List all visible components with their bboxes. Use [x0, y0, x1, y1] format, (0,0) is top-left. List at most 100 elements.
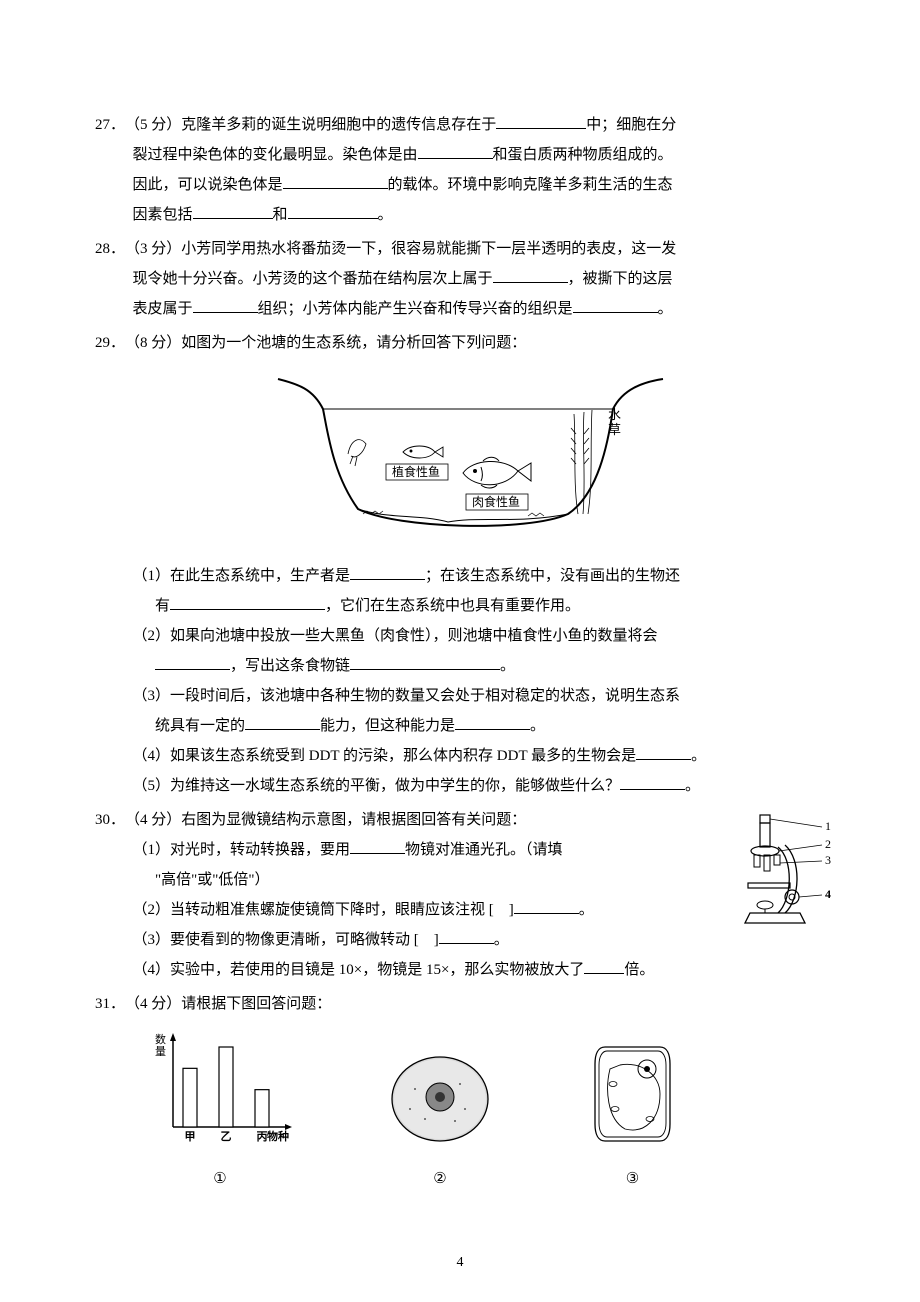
svg-text:数: 数	[155, 1033, 166, 1046]
blank	[455, 714, 530, 730]
exam-page: 27． （5 分）克隆羊多莉的诞生说明细胞中的遗传信息存在于 中；细胞在分 裂过程…	[0, 0, 920, 1302]
q29-p4b: 。	[691, 748, 706, 764]
animal-cell-figure	[385, 1049, 495, 1149]
svg-text:乙: 乙	[221, 1130, 232, 1143]
q30-p2b: 。	[579, 902, 594, 918]
q29-intro: 如图为一个池塘的生态系统，请分析回答下列问题：	[181, 335, 526, 351]
q28-body: （3 分）小芳同学用热水将番茄烫一下，很容易就能撕下一层半透明的表皮，这一发	[125, 234, 840, 264]
svg-text:物种: 物种	[267, 1129, 289, 1143]
page-number: 4	[0, 1249, 920, 1277]
blank	[514, 898, 579, 914]
blank	[283, 173, 388, 189]
q27-l2a: 裂过程中染色体的变化最明显。染色体是由	[133, 147, 418, 163]
q29-p1d: ，它们在生态系统中也具有重要作用。	[325, 598, 580, 614]
blank	[350, 564, 425, 580]
q27-body: （5 分）克隆羊多莉的诞生说明细胞中的遗传信息存在于 中；细胞在分	[125, 110, 840, 140]
q29-p3c: 能力，但这种能力是	[320, 718, 455, 734]
q30-p4a: （4）实验中，若使用的目镜是 10×，物镜是 15×，那么实物被放大了	[133, 962, 585, 978]
blank	[573, 297, 658, 313]
q28-points: （3 分）	[125, 241, 181, 257]
q29-p3a: （3）一段时间后，该池塘中各种生物的数量又会处于相对稳定的状态，说明生态系	[133, 688, 681, 704]
q30-p2a: （2）当转动粗准焦螺旋使镜筒下降时，眼睛应该注视 [ ]	[133, 902, 514, 918]
svg-text:量: 量	[155, 1045, 166, 1058]
q29-p1b: ；在该生态系统中，没有画出的生物还	[425, 568, 680, 584]
q27-l4c: 。	[378, 207, 393, 223]
q29-body: （8 分）如图为一个池塘的生态系统，请分析回答下列问题：	[125, 328, 840, 358]
q30-p1b: 物镜对准通光孔。（请填	[405, 842, 563, 858]
q29-p1c: 有	[155, 598, 170, 614]
pond-label-grass-top: 水	[608, 407, 621, 422]
scope-n2: 2	[825, 837, 831, 851]
pond-meat-fish-label: 肉食性鱼	[472, 494, 520, 509]
label-circ-2: ②	[385, 1164, 495, 1194]
q28-l2b: ，被撕下的这层	[568, 271, 673, 287]
blank	[193, 297, 258, 313]
q31-figures: 数量物种甲乙丙 ① ②	[95, 1029, 840, 1194]
blank	[636, 744, 691, 760]
scope-n1: 1	[825, 819, 831, 833]
q29-p3d: 。	[530, 718, 545, 734]
q30-p1a: （1）对光时，转动转换器，要用	[133, 842, 351, 858]
q27-l2b: 和蛋白质两种物质组成的。	[493, 147, 673, 163]
q28-l3a: 表皮属于	[133, 301, 193, 317]
q27-l3a: 因此，可以说染色体是	[133, 177, 283, 193]
pond-figure: 水 草 植食性鱼	[95, 364, 840, 555]
microscope-figure: 1 2 3 4	[730, 805, 840, 935]
q29-p4a: （4）如果该生态系统受到 DDT 的污染，那么体内积存 DDT 最多的生物会是	[133, 748, 637, 764]
q27-l1a: 克隆羊多莉的诞生说明细胞中的遗传信息存在于	[181, 117, 496, 133]
animal-cell-cell: ②	[385, 1049, 495, 1194]
q28-l1a: 小芳同学用热水将番茄烫一下，很容易就能撕下一层半透明的表皮，这一发	[181, 241, 676, 257]
q30-number: 30．	[95, 805, 125, 835]
label-circ-1: ①	[145, 1164, 295, 1194]
q31-points: （4 分）	[125, 996, 181, 1012]
q27-l4a: 因素包括	[133, 207, 193, 223]
pond-label-grass-bot: 草	[608, 422, 621, 437]
svg-text:甲: 甲	[185, 1130, 196, 1143]
q27-l3b: 的载体。环境中影响克隆羊多莉生活的生态	[388, 177, 673, 193]
pond-svg: 水 草 植食性鱼	[268, 364, 668, 544]
blank	[193, 203, 273, 219]
question-28: 28． （3 分）小芳同学用热水将番茄烫一下，很容易就能撕下一层半透明的表皮，这…	[95, 234, 840, 324]
blank	[439, 928, 494, 944]
q27-l1b: 中；细胞在分	[586, 117, 676, 133]
blank	[350, 838, 405, 854]
bar-chart-cell: 数量物种甲乙丙 ①	[145, 1029, 295, 1194]
q29-p3b: 统具有一定的	[155, 718, 245, 734]
q31-intro: 请根据下图回答问题：	[181, 996, 331, 1012]
q30-p3b: 。	[494, 932, 509, 948]
blank	[245, 714, 320, 730]
plant-cell-cell: ③	[585, 1039, 680, 1194]
q29-p2a: （2）如果向池塘中投放一些大黑鱼（肉食性），则池塘中植食性小鱼的数量将会	[133, 628, 658, 644]
q27-l4b: 和	[273, 207, 288, 223]
blank	[418, 143, 493, 159]
scope-n3: 3	[825, 853, 831, 867]
q29-number: 29．	[95, 328, 125, 358]
q28-l3c: 。	[658, 301, 673, 317]
q28-l2a: 现令她十分兴奋。小芳烫的这个番茄在结构层次上属于	[133, 271, 493, 287]
pond-herb-fish-label: 植食性鱼	[392, 464, 440, 479]
q27-number: 27．	[95, 110, 125, 140]
scope-n4: 4	[825, 887, 831, 901]
q31-number: 31．	[95, 989, 125, 1019]
q29-p5b: 。	[685, 778, 700, 794]
q27-points: （5 分）	[125, 117, 181, 133]
q30-p1c: "高倍"或"低倍"）	[155, 872, 270, 888]
blank	[493, 267, 568, 283]
q29-points: （8 分）	[125, 335, 181, 351]
plant-cell-figure	[585, 1039, 680, 1149]
blank	[170, 594, 325, 610]
question-29: 29． （8 分）如图为一个池塘的生态系统，请分析回答下列问题：	[95, 328, 840, 801]
blank	[496, 113, 586, 129]
q28-l3b: 组织；小芳体内能产生兴奋和传导兴奋的组织是	[258, 301, 573, 317]
q30-p3a: （3）要使看到的物像更清晰，可略微转动 [ ]	[133, 932, 439, 948]
blank	[584, 958, 624, 974]
q30-points: （4 分）	[125, 812, 181, 828]
q30-p4b: 倍。	[624, 962, 654, 978]
q29-p5a: （5）为维持这一水域生态系统的平衡，做为中学生的你，能够做些什么？	[133, 778, 621, 794]
blank	[350, 654, 500, 670]
blank	[155, 654, 230, 670]
bar-chart: 数量物种甲乙丙	[145, 1029, 295, 1149]
question-30: 30． （4 分）右图为显微镜结构示意图，请根据图回答有关问题：	[95, 805, 840, 985]
blank	[620, 774, 685, 790]
q29-p1a: （1）在此生态系统中，生产者是	[133, 568, 351, 584]
